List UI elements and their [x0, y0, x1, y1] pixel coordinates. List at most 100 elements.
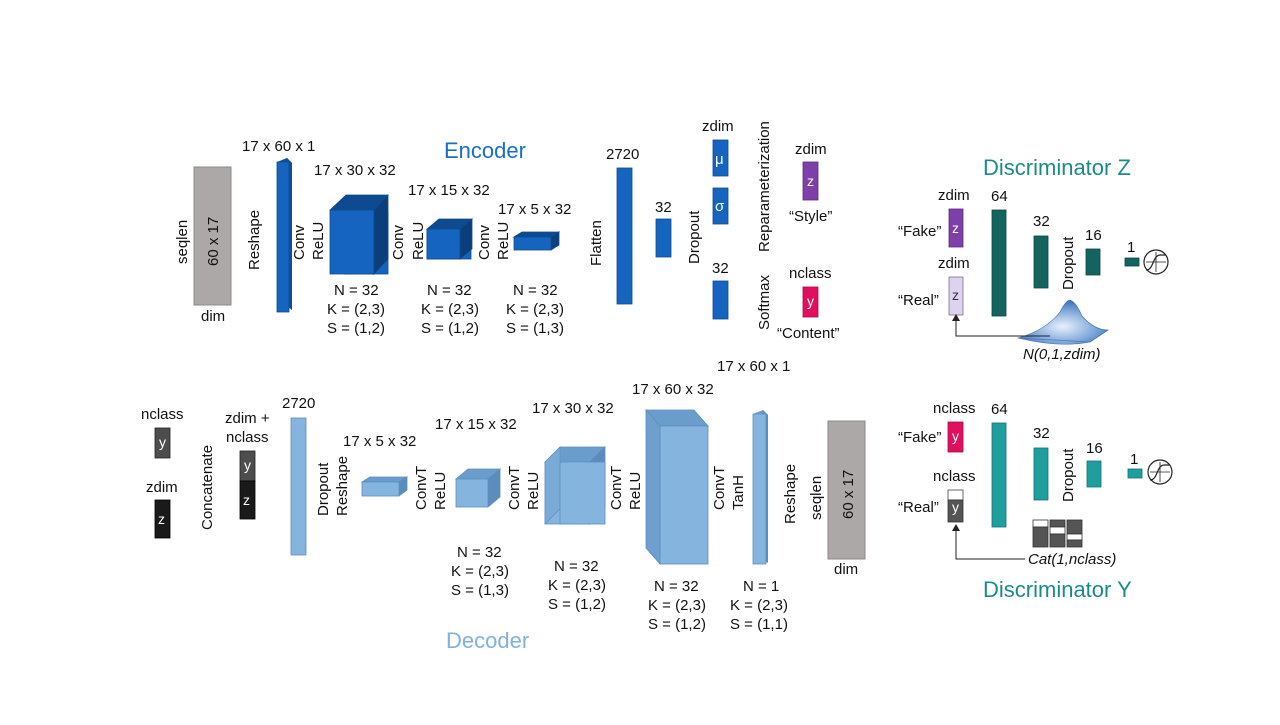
decoder-convt3-block: ConvT ReLU 17 x 60 x 32 N = 32 K = (2,3)… — [608, 381, 714, 633]
disc-y-l1: 64 — [991, 401, 1008, 418]
encoder-conv3-n: N = 32 — [513, 282, 558, 299]
disc-y-real-symbol: y — [952, 499, 959, 515]
sigma-symbol: σ — [715, 198, 725, 215]
decoder-concat-y: y — [244, 457, 251, 473]
decoder-concat-label1: zdim + — [225, 410, 270, 427]
decoder-convt2-block: ConvT ReLU 17 x 30 x 32 N = 32 K = (2,3)… — [506, 400, 614, 613]
encoder-softmax-in-size: 32 — [712, 260, 729, 277]
decoder-z-in-symbol: z — [158, 511, 165, 527]
disc-y-fake-label: nclass — [933, 400, 976, 417]
decoder-output-dim: dim — [834, 561, 858, 578]
decoder-title: Decoder — [446, 628, 529, 653]
disc-y-block: nclass “Fake” y nclass “Real” y 64 32 Dr… — [898, 400, 1173, 568]
decoder-concat-op: Concatenate — [199, 445, 216, 530]
encoder-flatten-op: Flatten — [588, 220, 605, 266]
disc-z-title: Discriminator Z — [983, 155, 1131, 180]
encoder-dense-block: 32 Dropout — [655, 199, 703, 264]
decoder-convt3-k: K = (2,3) — [648, 597, 706, 614]
disc-z-prior: N(0,1,zdim) — [1023, 346, 1101, 363]
decoder-inputs: nclass y zdim z Concatenate zdim + nclas… — [141, 406, 270, 539]
decoder-convt2-shape: 17 x 30 x 32 — [532, 400, 614, 417]
encoder-conv1-shape: 17 x 30 x 32 — [314, 162, 396, 179]
encoder-reshape-block: Reshape 17 x 60 x 1 — [242, 138, 315, 313]
decoder-concat-label2: nclass — [226, 429, 269, 446]
disc-y-l3: 16 — [1086, 440, 1103, 457]
disc-y-real-caption: “Real” — [898, 499, 939, 516]
decoder-reshape-block: 17 x 5 x 32 — [343, 433, 416, 497]
decoder-convt4-shape: 17 x 60 x 1 — [717, 358, 790, 375]
decoder-convt3-shape: 17 x 60 x 32 — [632, 381, 714, 398]
encoder-input-shape: 60 x 17 — [205, 217, 222, 266]
decoder-y-in-label: nclass — [141, 406, 184, 423]
disc-z-l1: 64 — [991, 188, 1008, 205]
encoder-conv2-s: S = (1,2) — [421, 320, 479, 337]
encoder-conv3-block: Conv ReLU 17 x 5 x 32 N = 32 K = (2,3) S… — [476, 201, 571, 337]
decoder-convt1-s: S = (1,3) — [451, 582, 509, 599]
disc-z-real-symbol: z — [952, 287, 959, 303]
decoder-convt4-op1: ConvT — [711, 466, 728, 510]
decoder-convt3-op1: ConvT — [608, 466, 625, 510]
disc-y-prior: Cat(1,nclass) — [1028, 551, 1116, 568]
encoder-conv2-k: K = (2,3) — [421, 301, 479, 318]
encoder-conv1-k: K = (2,3) — [327, 301, 385, 318]
decoder-convt2-op1: ConvT — [506, 466, 523, 510]
encoder-conv2-shape: 17 x 15 x 32 — [408, 182, 490, 199]
encoder-conv1-block: Conv ReLU 17 x 30 x 32 N = 32 K = (2,3) … — [291, 162, 396, 337]
disc-y-l2: 32 — [1033, 425, 1050, 442]
decoder-output-block: Reshape seqlen 60 x 17 dim — [782, 420, 866, 578]
categorical-distribution-icon — [1032, 519, 1083, 548]
encoder-input-seqlen: seqlen — [174, 220, 191, 264]
decoder-convt4-block: ConvT TanH 17 x 60 x 1 N = 1 K = (2,3) S… — [711, 358, 790, 633]
encoder-softmax-op: Softmax — [756, 274, 773, 330]
encoder-reshape-op: Reshape — [246, 210, 263, 270]
disc-y-dropout: Dropout — [1060, 448, 1077, 502]
decoder-concat-z: z — [243, 492, 250, 508]
disc-z-real-caption: “Real” — [898, 292, 939, 309]
decoder-convt2-n: N = 32 — [554, 558, 599, 575]
encoder-input-block: 60 x 17 seqlen dim — [174, 166, 232, 325]
encoder-reshape-shape: 17 x 60 x 1 — [242, 138, 315, 155]
disc-y-fake-caption: “Fake” — [898, 429, 941, 446]
decoder-dropout-op: Dropout — [315, 462, 332, 516]
decoder-convt1-block: ConvT ReLU 17 x 15 x 32 N = 32 K = (2,3)… — [413, 416, 517, 599]
decoder-convt3-op2: ReLU — [627, 472, 644, 510]
disc-z-l3: 16 — [1085, 227, 1102, 244]
encoder-conv1-op1: Conv — [291, 224, 308, 260]
decoder-convt2-k: K = (2,3) — [548, 577, 606, 594]
encoder-conv3-shape: 17 x 5 x 32 — [498, 201, 571, 218]
decoder-convt2-s: S = (1,2) — [548, 596, 606, 613]
encoder-conv2-block: Conv ReLU 17 x 15 x 32 N = 32 K = (2,3) … — [390, 182, 490, 337]
encoder-z-out-caption: “Style” — [789, 208, 832, 225]
disc-z-fake-label: zdim — [938, 187, 970, 204]
sigmoid-icon — [1147, 459, 1173, 485]
encoder-title: Encoder — [444, 138, 526, 163]
decoder-output-shape: 60 x 17 — [840, 470, 857, 519]
sigmoid-icon — [1143, 249, 1169, 275]
encoder-dense-size: 32 — [655, 199, 672, 216]
encoder-reparam-op: Reparameterization — [756, 121, 773, 252]
decoder-y-in-symbol: y — [159, 434, 166, 450]
encoder-conv3-op2: ReLU — [495, 222, 512, 260]
encoder-conv1-s: S = (1,2) — [327, 320, 385, 337]
encoder-conv2-op1: Conv — [390, 224, 407, 260]
decoder-reshape-shape: 17 x 5 x 32 — [343, 433, 416, 450]
encoder-z-out-label: zdim — [795, 141, 827, 158]
decoder-z-in-label: zdim — [146, 479, 178, 496]
encoder-y-out-symbol: y — [807, 293, 814, 309]
encoder-conv3-k: K = (2,3) — [506, 301, 564, 318]
encoder-latent-heads: μ zdim σ 32 Reparameterization Softmax — [702, 118, 773, 330]
disc-z-fake-caption: “Fake” — [898, 223, 941, 240]
decoder-dense-size: 2720 — [282, 395, 315, 412]
disc-z-dropout: Dropout — [1060, 236, 1077, 290]
encoder-y-out-label: nclass — [789, 265, 832, 282]
decoder-reshape-op2: Reshape — [782, 464, 799, 524]
decoder-output-seqlen: seqlen — [808, 476, 825, 520]
encoder-flatten-block: Flatten 2720 — [588, 146, 639, 305]
decoder-convt2-op2: ReLU — [525, 472, 542, 510]
decoder-convt4-op2: TanH — [730, 475, 747, 510]
gaussian-distribution-icon — [1016, 299, 1109, 345]
decoder-convt4-k: K = (2,3) — [730, 597, 788, 614]
decoder-convt3-n: N = 32 — [654, 578, 699, 595]
encoder-input-dim: dim — [201, 308, 225, 325]
